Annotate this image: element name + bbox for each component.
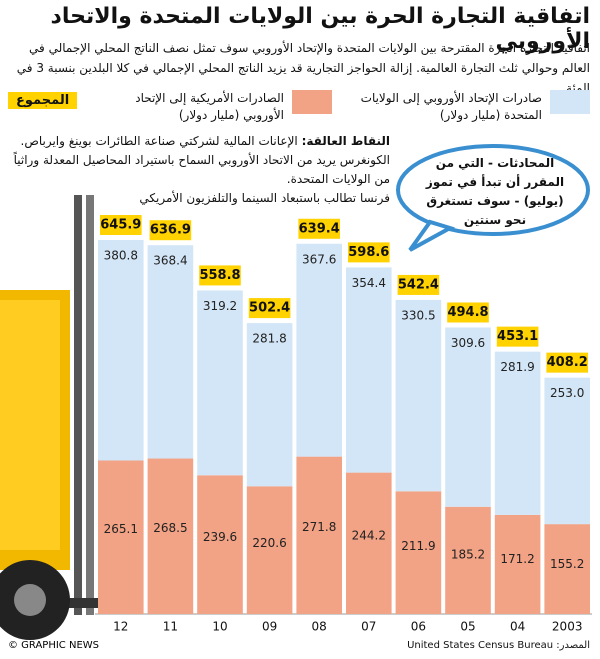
notes: النقاط العالقة: الإعانات المالية لشركتي … bbox=[5, 132, 390, 208]
source: المصدر: United States Census Bureau bbox=[407, 640, 590, 651]
annotation: المحادثات - التي من المقرر أن تبدأ في تم… bbox=[425, 156, 565, 227]
value-label: 220.6 bbox=[252, 536, 286, 550]
total-box bbox=[447, 302, 489, 323]
x-tick-label: 11 bbox=[163, 620, 178, 634]
total-label: 453.1 bbox=[497, 329, 538, 344]
total-box bbox=[397, 274, 440, 295]
value-label: 244.2 bbox=[352, 529, 386, 543]
value-label: 265.1 bbox=[104, 522, 138, 536]
bar-segment bbox=[98, 460, 144, 614]
bar-segment bbox=[197, 290, 243, 476]
bar-segment bbox=[445, 327, 491, 507]
total-label: 542.4 bbox=[398, 277, 439, 292]
bar-segment bbox=[395, 491, 442, 614]
source-name: United States Census Bureau bbox=[407, 640, 554, 651]
total-box bbox=[298, 218, 340, 239]
value-label: 281.9 bbox=[500, 360, 534, 374]
value-label: 239.6 bbox=[203, 530, 237, 544]
bubble-tail bbox=[408, 219, 456, 252]
value-label: 185.2 bbox=[451, 548, 485, 562]
bar-segment bbox=[197, 475, 243, 614]
x-tick-label: 10 bbox=[212, 620, 227, 634]
note: فرنسا تطالب باستبعاد السينما والتلفزيون … bbox=[139, 191, 390, 205]
value-label: 211.9 bbox=[401, 539, 435, 553]
total-label: 558.8 bbox=[199, 268, 240, 283]
bubble bbox=[396, 144, 590, 236]
x-tick-label: 04 bbox=[510, 620, 525, 634]
note: الإعانات المالية لشركتي صناعة الطائرات ب… bbox=[20, 134, 298, 148]
value-label: 368.4 bbox=[153, 254, 187, 268]
total-label: 645.9 bbox=[100, 218, 141, 233]
value-label: 319.2 bbox=[203, 299, 237, 313]
legend-label: الصادرات الأمريكية إلى الإتحاد الأوروبي … bbox=[135, 91, 284, 122]
bar-segment bbox=[246, 323, 293, 487]
value-label: 309.6 bbox=[451, 336, 485, 350]
value-label: 281.8 bbox=[252, 332, 286, 346]
subtitle: اتفاقية التجارة الحرة المقترحة بين الولا… bbox=[16, 41, 590, 95]
x-tick-label: 06 bbox=[411, 620, 426, 634]
note: الكونغرس يريد من الاتحاد الأوروبي السماح… bbox=[13, 153, 390, 186]
credit: © GRAPHIC NEWS bbox=[8, 640, 100, 651]
total-label: 502.4 bbox=[249, 301, 290, 316]
value-label: 268.5 bbox=[153, 521, 187, 535]
bar-segment bbox=[147, 245, 194, 459]
bar-segment bbox=[445, 506, 491, 614]
bar-segment bbox=[147, 458, 194, 614]
bar-segment bbox=[296, 456, 342, 614]
total-box bbox=[348, 242, 390, 263]
x-tick-label: 05 bbox=[460, 620, 475, 634]
x-tick-label: 09 bbox=[262, 620, 277, 634]
total-box bbox=[496, 326, 539, 347]
total-label: 639.4 bbox=[299, 221, 340, 236]
bar-segment bbox=[494, 514, 541, 614]
bar-segment bbox=[346, 472, 392, 614]
total-label: 494.8 bbox=[447, 305, 488, 320]
value-label: 271.8 bbox=[302, 520, 336, 534]
x-tick-label: 07 bbox=[361, 620, 376, 634]
legend-total: المجموع bbox=[8, 92, 78, 109]
total-label: 408.2 bbox=[547, 355, 588, 370]
bar-segment bbox=[494, 351, 541, 515]
forklift bbox=[0, 195, 100, 640]
title: اتفاقية التجارة الحرة بين الولايات المتح… bbox=[50, 4, 590, 54]
value-label: 330.5 bbox=[401, 308, 435, 322]
value-label: 171.2 bbox=[500, 552, 534, 566]
bar-segment bbox=[544, 377, 590, 525]
value-label: 253.0 bbox=[550, 386, 584, 400]
x-tick-label: 12 bbox=[113, 620, 128, 634]
bar-segment bbox=[296, 243, 342, 457]
value-label: 367.6 bbox=[302, 252, 336, 266]
legend-label: صادرات الإتحاد الأوروبي إلى الولايات الم… bbox=[360, 91, 542, 122]
value-label: 354.4 bbox=[352, 276, 386, 290]
legend-swatch bbox=[292, 90, 332, 114]
x-tick-label: 2003 bbox=[552, 620, 583, 634]
x-tick-label: 08 bbox=[312, 620, 327, 634]
source-label: المصدر: bbox=[556, 640, 590, 651]
total-box bbox=[199, 265, 241, 286]
value-label: 380.8 bbox=[104, 249, 138, 263]
bar-segment bbox=[544, 524, 590, 614]
total-label: 598.6 bbox=[348, 245, 389, 260]
total-box bbox=[248, 298, 291, 319]
value-label: 155.2 bbox=[550, 557, 584, 571]
total-label: 636.9 bbox=[150, 223, 191, 238]
legend-swatch bbox=[550, 90, 590, 114]
bar-segment bbox=[395, 299, 442, 492]
bar-segment bbox=[346, 267, 392, 473]
total-box bbox=[100, 215, 142, 235]
total-box bbox=[149, 220, 192, 241]
bar-segment bbox=[246, 486, 293, 614]
notes-heading: النقاط العالقة: bbox=[301, 134, 390, 148]
total-box bbox=[546, 352, 588, 373]
bar-segment bbox=[98, 240, 144, 461]
